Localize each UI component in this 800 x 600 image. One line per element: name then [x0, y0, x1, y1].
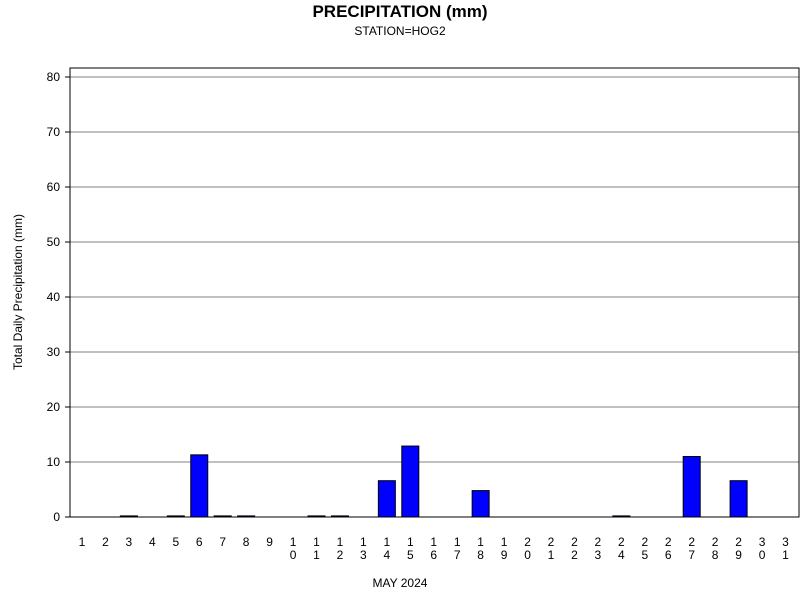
y-tick-label: 60	[47, 180, 61, 194]
y-tick-label: 70	[47, 125, 61, 139]
x-tick-label: 1	[79, 535, 86, 549]
y-tick-label: 30	[47, 345, 61, 359]
x-tick-label: 6	[196, 535, 203, 549]
chart-title: PRECIPITATION (mm)	[312, 2, 487, 21]
y-tick-label: 50	[47, 235, 61, 249]
bars	[119, 445, 748, 518]
grid-lines	[70, 76, 799, 463]
plot-frame	[69, 67, 800, 518]
x-tick-label: 4	[149, 535, 156, 549]
bar	[471, 490, 490, 518]
bar	[401, 445, 420, 518]
y-tick-label: 0	[53, 510, 60, 524]
x-tick-label: 2	[102, 535, 109, 549]
x-tick-label: 8	[243, 535, 250, 549]
x-tick-label: 3	[126, 535, 133, 549]
bar	[729, 480, 748, 518]
x-axis-label: MAY 2024	[373, 576, 428, 590]
y-axis-label: Total Daily Precipitation (mm)	[11, 214, 25, 370]
x-tick-label: 7	[219, 535, 226, 549]
x-tick-label: 5	[172, 535, 179, 549]
y-tick-label: 80	[47, 70, 61, 84]
x-axis: 1 2 3 4 5 6 7 8 9 1 01 11 21 31 41 51 61 71 81 92 02 12 22 32 42…	[79, 535, 790, 562]
bar	[190, 454, 209, 518]
bar	[377, 480, 396, 518]
bar	[682, 456, 701, 518]
y-tick-label: 40	[47, 290, 61, 304]
y-tick-label: 20	[47, 400, 61, 414]
y-axis: 0 10 20 30 40 50 60 70 80	[47, 70, 70, 524]
chart-subtitle: STATION=HOG2	[354, 24, 446, 38]
x-tick-label: 9	[266, 535, 273, 549]
y-tick-label: 10	[47, 455, 61, 469]
